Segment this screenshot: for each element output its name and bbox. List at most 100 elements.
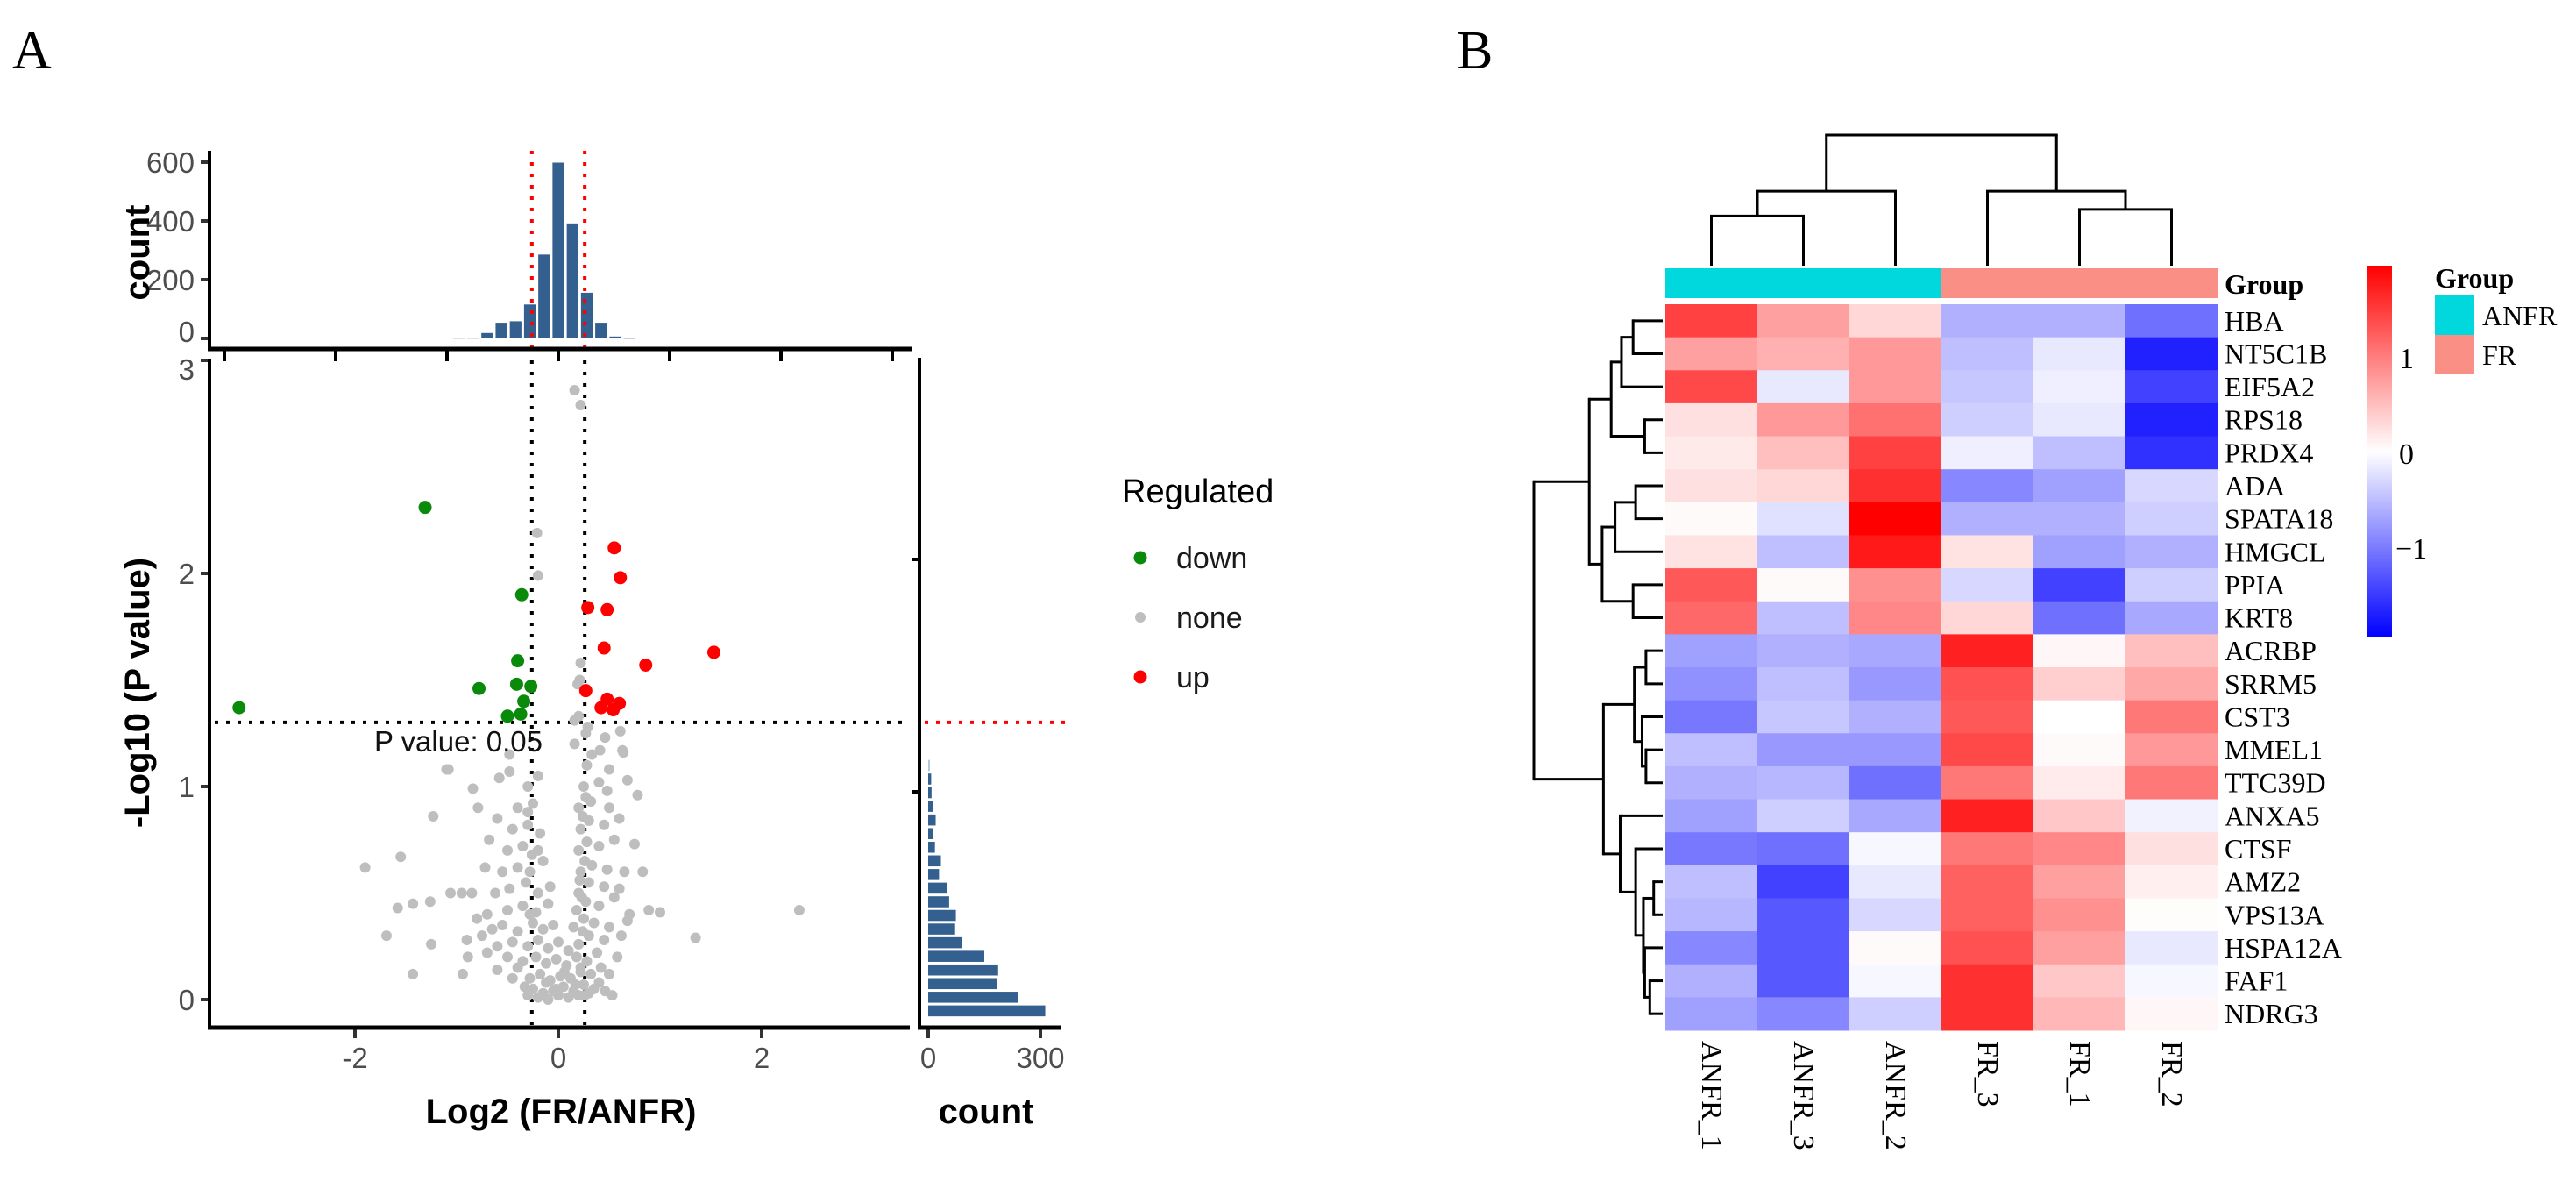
data-point-none — [568, 922, 579, 933]
row-label: HSPA12A — [2225, 932, 2342, 964]
data-point-none — [532, 934, 543, 945]
heatmap-cell — [1665, 601, 1758, 635]
heatmap-cell — [1665, 667, 1758, 701]
heatmap-cell — [2033, 469, 2126, 503]
heatmap-cell — [1849, 733, 1942, 767]
data-point-none — [575, 658, 586, 669]
data-point-none — [392, 902, 403, 914]
histogram-bar — [928, 773, 932, 785]
group-annotation-cell — [1941, 268, 2034, 298]
data-point-none — [528, 917, 538, 929]
panel-label-a: A — [12, 21, 52, 81]
top-hist-y-tick-label: 600 — [146, 146, 195, 179]
heatmap-cells — [1665, 304, 2218, 1031]
data-point-none — [573, 802, 585, 814]
heatmap-cell — [1757, 700, 1850, 734]
group-annotation-cell — [1757, 268, 1850, 298]
data-point-none — [580, 728, 592, 739]
data-point-none — [581, 836, 593, 848]
column-label: FR_3 — [1971, 1041, 2004, 1107]
data-point-none — [577, 811, 588, 822]
heatmap-cell — [2125, 634, 2218, 668]
heatmap-cell — [2033, 931, 2126, 965]
right-hist-x-title: count — [939, 1093, 1034, 1131]
data-point-none — [594, 744, 606, 756]
data-point-none — [573, 844, 585, 856]
histogram-bar — [622, 337, 636, 340]
group-annotation-cell — [2033, 268, 2126, 298]
data-point-none — [578, 913, 589, 924]
histogram-bar — [928, 801, 933, 812]
data-point-down — [472, 681, 486, 695]
histogram-bar — [508, 320, 522, 339]
data-point-none — [502, 951, 513, 963]
data-point-none — [593, 777, 605, 788]
histogram-bar — [928, 882, 947, 894]
heatmap-cell — [1941, 765, 2034, 801]
heatmap-cell — [1941, 667, 2034, 701]
data-point-none — [497, 919, 508, 930]
heatmap-cell — [1849, 502, 1942, 536]
heatmap-cell — [1941, 436, 2034, 470]
legend-title: Regulated — [1122, 473, 1274, 510]
row-label: EIF5A2 — [2225, 371, 2315, 402]
y-tick-label: 1 — [179, 771, 195, 803]
histogram-bar — [928, 869, 940, 880]
data-point-up — [578, 684, 593, 698]
row-label: FAF1 — [2225, 965, 2288, 997]
data-point-none — [492, 941, 503, 952]
data-point-none — [481, 947, 493, 958]
data-point-none — [615, 930, 627, 942]
data-point-none — [512, 802, 523, 814]
column-label: ANFR_2 — [1879, 1041, 1912, 1150]
heatmap-cell — [1849, 931, 1942, 965]
heatmap-cell — [2033, 370, 2126, 404]
heatmap-cell — [1941, 964, 2034, 998]
heatmap-cell — [1665, 535, 1758, 569]
data-point-none — [575, 866, 586, 878]
histogram-bar — [928, 814, 936, 826]
data-point-none — [395, 851, 407, 863]
color-scale-legend: 1 0 −1 — [2367, 266, 2427, 637]
data-point-none — [517, 956, 529, 967]
data-point-none — [504, 883, 515, 894]
heatmap-cell — [2033, 799, 2126, 833]
heatmap-cell — [1665, 436, 1758, 470]
data-point-none — [604, 802, 614, 814]
data-point-none — [519, 981, 530, 993]
data-point-none — [541, 977, 552, 988]
row-label: NT5C1B — [2225, 338, 2327, 369]
data-point-none — [541, 958, 552, 969]
colorbar-tick-0: 0 — [2399, 438, 2414, 471]
heatmap-cell — [1849, 402, 1942, 438]
heatmap-cell — [1757, 898, 1850, 932]
data-point-none — [592, 947, 603, 958]
colorbar-tick-minus1: −1 — [2395, 533, 2427, 566]
data-point-none — [608, 834, 620, 845]
heatmap-cell — [1757, 765, 1850, 801]
data-point-none — [535, 968, 546, 979]
heatmap-cell — [1757, 799, 1850, 833]
data-point-none — [614, 883, 625, 894]
heatmap-cell — [2033, 667, 2126, 701]
row-label: VPS13A — [2225, 899, 2324, 930]
heatmap-cell — [2033, 964, 2126, 998]
heatmap-cell — [2125, 700, 2218, 734]
top-hist-y-tick-label: 200 — [146, 264, 195, 296]
heatmap-cell — [2125, 436, 2218, 470]
histogram-bar — [928, 964, 998, 976]
heatmap-cell — [1941, 931, 2034, 965]
heatmap-cell — [2033, 402, 2126, 438]
data-point-none — [531, 527, 543, 538]
top-histogram: 0 200 400 600 — [146, 146, 894, 361]
heatmap-cell — [2033, 733, 2126, 767]
heatmap-cell — [1665, 765, 1758, 801]
data-point-none — [490, 887, 501, 899]
data-point-none — [526, 849, 537, 860]
heatmap-cell — [1757, 832, 1850, 866]
heatmap-cell — [2033, 765, 2126, 801]
data-point-none — [632, 789, 643, 801]
group-annotation-bar — [1665, 268, 2218, 298]
heatmap-cell — [1849, 700, 1942, 734]
